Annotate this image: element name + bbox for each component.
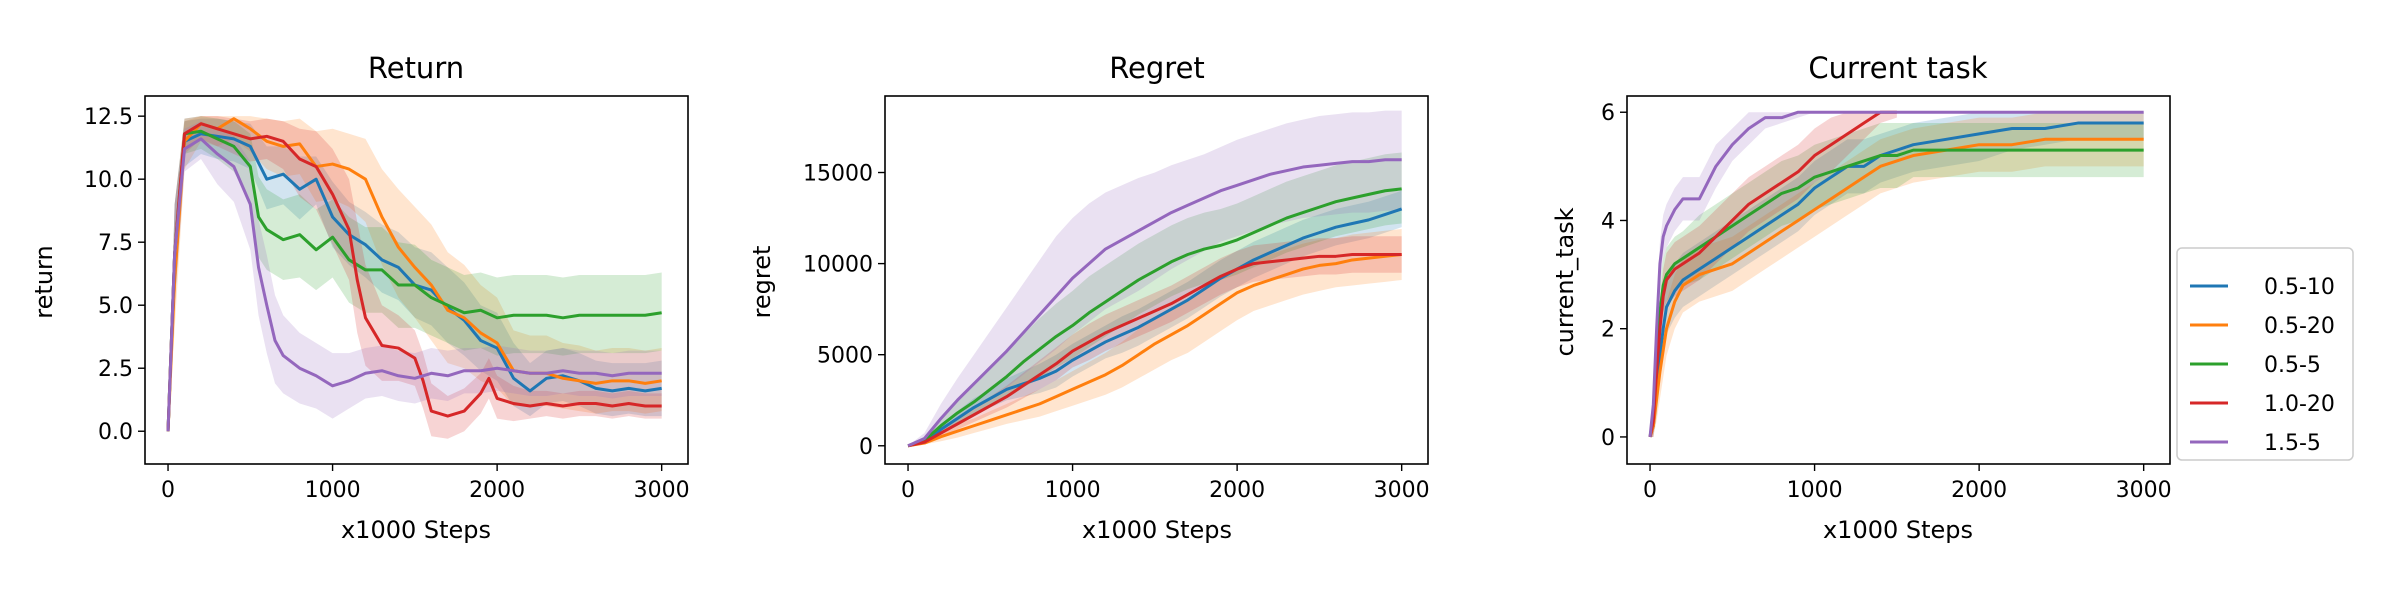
regret-band-1.0-20 <box>908 236 1402 446</box>
current-task-series-line-0.5-10 <box>1648 121 2144 438</box>
legend-label-0.5-10: 0.5-10 <box>2264 275 2335 300</box>
current-task-chart-title: Current task <box>1808 51 1987 85</box>
return-band-0.5-10 <box>168 118 662 432</box>
regret-y-tick-label: 10000 <box>803 253 873 278</box>
return-series-line-0.5-20 <box>166 117 662 432</box>
regret-y-axis-label: regret <box>748 246 776 319</box>
current-task-y-tick-label: 0 <box>1601 426 1615 451</box>
regret-plot-area <box>907 110 1403 448</box>
regret-x-tick-label: 2000 <box>1209 478 1265 503</box>
return-x-axis-label: x1000 Steps <box>341 516 491 544</box>
regret-band-0.5-5 <box>908 152 1402 446</box>
return-x-tick-label: 2000 <box>469 478 525 503</box>
return-y-tick-label: 12.5 <box>84 105 133 130</box>
return-y-tick-label: 10.0 <box>84 168 133 193</box>
return-y-axis-label: return <box>30 245 58 318</box>
return-y-tick-label: 0.0 <box>98 420 133 445</box>
return-y-tick-label: 5.0 <box>98 294 133 319</box>
current-task-axes-frame <box>1626 95 2171 465</box>
return-band-0.5-20 <box>168 116 662 432</box>
current-task-x-tick-label: 2000 <box>1951 478 2007 503</box>
current-task-y-tick-label: 6 <box>1601 101 1615 126</box>
regret-panel: Regret x1000 Steps regret 0 1000 2000 3000 0… <box>748 51 1430 544</box>
current-task-band-0.5-10 <box>1650 112 2144 437</box>
current-task-y-tick-label: 4 <box>1601 209 1615 234</box>
current-task-series-line-1.5-5 <box>1648 110 2144 438</box>
legend-label-1.5-5: 1.5-5 <box>2264 431 2321 456</box>
regret-series-line-0.5-20 <box>907 253 1402 448</box>
regret-series-line-0.5-5 <box>907 187 1402 448</box>
legend-label-0.5-5: 0.5-5 <box>2264 353 2321 378</box>
regret-x-tick-label: 3000 <box>1374 478 1430 503</box>
regret-x-tick-label: 0 <box>901 478 915 503</box>
return-series-line-0.5-5 <box>166 129 662 432</box>
return-x-tick-label: 1000 <box>305 478 361 503</box>
current-task-series-line-0.5-5 <box>1648 148 2144 438</box>
regret-chart-title: Regret <box>1109 51 1205 85</box>
legend: 0.5-10 0.5-20 0.5-5 1.0-20 1.5-5 <box>2176 247 2354 461</box>
return-panel: Return x1000 Steps return 0 1000 2000 3000 0… <box>30 51 690 544</box>
return-band-1.5-5 <box>168 121 662 432</box>
return-chart-title: Return <box>368 51 464 85</box>
regret-series-line-0.5-10 <box>907 207 1403 448</box>
return-y-tick-label: 2.5 <box>98 357 133 382</box>
return-x-tick-label: 3000 <box>634 478 690 503</box>
return-x-tick-label: 0 <box>161 478 175 503</box>
regret-x-axis-label: x1000 Steps <box>1082 516 1232 544</box>
legend-frame <box>2176 247 2354 461</box>
current-task-x-tick-label: 0 <box>1643 478 1657 503</box>
current-task-y-axis-label: current_task <box>1551 207 1579 356</box>
regret-y-tick-label: 15000 <box>803 162 873 187</box>
current-task-x-axis-label: x1000 Steps <box>1823 516 1973 544</box>
return-series-line-1.5-5 <box>166 137 662 432</box>
regret-series-line-1.0-20 <box>907 252 1402 448</box>
return-y-tick-label: 7.5 <box>98 231 133 256</box>
current-task-x-tick-label: 3000 <box>2116 478 2172 503</box>
regret-band-1.5-5 <box>908 110 1402 446</box>
legend-label-1.0-20: 1.0-20 <box>2264 392 2335 417</box>
current-task-x-tick-label: 1000 <box>1787 478 1843 503</box>
return-axes-frame <box>144 95 689 465</box>
current-task-plot-area <box>1648 110 2144 438</box>
current-task-band-0.5-20 <box>1650 112 2144 437</box>
return-plot-area <box>166 116 662 439</box>
current-task-series-line-0.5-20 <box>1648 137 2144 438</box>
return-series-line-1.0-20 <box>166 122 662 432</box>
return-band-0.5-5 <box>168 116 662 432</box>
regret-y-tick-label: 5000 <box>817 344 873 369</box>
current-task-series-line-1.0-20 <box>1648 110 1897 438</box>
regret-x-tick-label: 1000 <box>1045 478 1101 503</box>
current-task-band-0.5-5 <box>1650 123 2144 437</box>
legend-label-0.5-20: 0.5-20 <box>2264 314 2335 339</box>
regret-y-tick-label: 0 <box>859 435 873 460</box>
current-task-y-tick-label: 2 <box>1601 318 1615 343</box>
regret-axes-frame <box>884 95 1429 465</box>
current-task-panel: Current task x1000 Steps current_task 0 1… <box>1551 51 2172 544</box>
regret-band-0.5-20 <box>908 228 1402 446</box>
regret-series-line-1.5-5 <box>907 158 1402 448</box>
